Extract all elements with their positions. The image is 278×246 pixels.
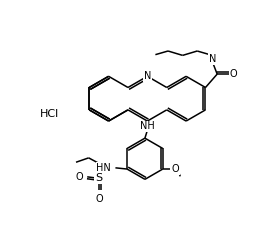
Text: NH: NH xyxy=(140,122,155,131)
Text: O: O xyxy=(230,69,237,79)
Text: S: S xyxy=(95,173,102,183)
Text: HCl: HCl xyxy=(39,109,59,120)
Text: HN: HN xyxy=(96,163,111,173)
Text: O: O xyxy=(75,172,83,182)
Text: O: O xyxy=(95,194,103,204)
Text: N: N xyxy=(208,54,216,64)
Text: N: N xyxy=(144,71,151,81)
Text: O: O xyxy=(171,164,179,174)
